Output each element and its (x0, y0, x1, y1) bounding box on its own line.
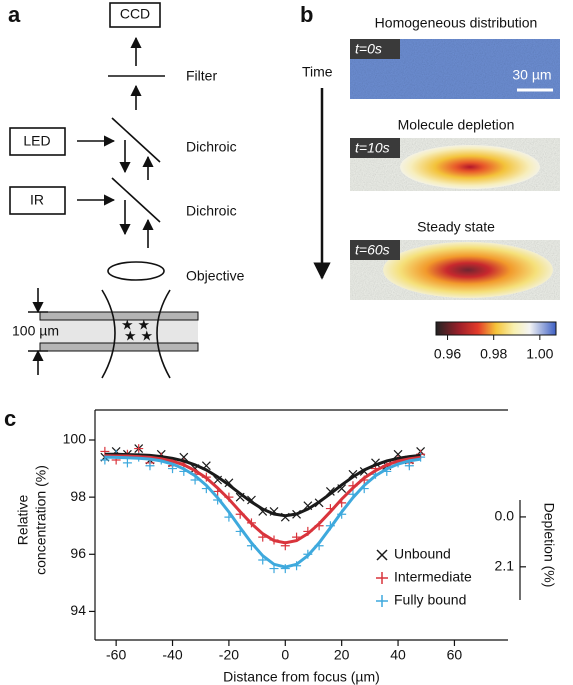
ir-label: IR (30, 192, 44, 208)
x-tick-label: 60 (447, 647, 463, 663)
panel-label: c (4, 406, 16, 431)
scale-bar-label: 30 µm (512, 67, 551, 83)
dichroic-label: Dichroic (186, 203, 237, 219)
objective-label: Objective (186, 268, 245, 284)
data-point (404, 461, 414, 471)
y2-tick-label: 2.1 (495, 558, 515, 574)
legend-label: Fully bound (394, 592, 466, 608)
frame-time: t=0s (355, 41, 382, 57)
fit-line (104, 455, 421, 569)
colorbar-tick-label: 0.96 (434, 346, 461, 362)
frame-title: Steady state (417, 219, 495, 235)
time-label: Time (302, 64, 333, 80)
x-tick-label: -60 (106, 647, 126, 663)
sample-chamber (40, 320, 198, 343)
dichroic-mirror (111, 117, 161, 163)
molecules: ★ ★ (121, 317, 150, 333)
x-tick-label: -20 (219, 647, 239, 663)
y-tick-label: 100 (63, 431, 87, 447)
led-box (9, 127, 66, 156)
glass-bottom (39, 342, 199, 352)
focus-beam (156, 289, 171, 379)
y-tick-label: 98 (70, 488, 86, 504)
data-point (145, 461, 155, 471)
gap-label: 100 µm (12, 323, 59, 339)
legend-marker (376, 549, 388, 561)
legend-label: Unbound (394, 546, 451, 562)
time-badge (350, 138, 400, 158)
led-label: LED (23, 133, 50, 149)
colorbar-tick-label: 0.98 (480, 346, 507, 362)
fit-line (104, 452, 421, 518)
frame-time: t=60s (355, 242, 390, 258)
x-tick-label: 20 (334, 647, 350, 663)
legend-label: Intermediate (394, 569, 472, 585)
time-badge (350, 240, 400, 260)
y-axis-label: concentration (%) (33, 465, 49, 575)
colorbar-ticks: 0.96 0.98 1.00 (434, 335, 554, 362)
dichroic-label: Dichroic (186, 139, 237, 155)
frame-title: Molecule depletion (398, 117, 515, 133)
fit-line (104, 454, 421, 545)
panel-label: b (300, 2, 313, 27)
panel-label: a (8, 2, 21, 27)
time-badge (350, 39, 400, 59)
depletion-spot (383, 242, 553, 298)
glass-top (39, 311, 199, 321)
depletion-spot (400, 145, 540, 189)
y2-axis-label: Depletion (%) (541, 503, 557, 588)
data-point (122, 458, 132, 468)
colorbar (435, 321, 557, 336)
x-axis-label: Distance from focus (µm) (223, 669, 380, 685)
chart: -60 -40 -20 0 20 40 60 94 96 98 100 0.0 2.1 Distance … (15, 409, 557, 685)
legend-marker (376, 572, 388, 584)
y-tick-label: 94 (70, 602, 86, 618)
focus-beam (101, 289, 116, 379)
objective-lens (107, 261, 165, 281)
legend-marker (376, 595, 388, 607)
x-tick-label: -40 (162, 647, 182, 663)
y-tick-label: 96 (70, 545, 86, 561)
x-tick-label: 0 (281, 647, 289, 663)
x-tick-label: 40 (390, 647, 406, 663)
molecules: ★ ★ (124, 328, 153, 344)
filter-label: Filter (186, 68, 217, 84)
data-point (134, 444, 144, 454)
dichroic-mirror (111, 177, 161, 223)
data-point (100, 446, 110, 456)
colorbar-tick-label: 1.00 (526, 346, 553, 362)
ccd-box (109, 2, 161, 28)
y2-tick-label: 0.0 (495, 508, 515, 524)
ir-box (9, 186, 66, 215)
frame-title: Homogeneous distribution (375, 15, 538, 31)
ccd-label: CCD (120, 6, 150, 22)
frame-time: t=10s (355, 140, 390, 156)
y-axis-label: Relative (15, 495, 31, 546)
